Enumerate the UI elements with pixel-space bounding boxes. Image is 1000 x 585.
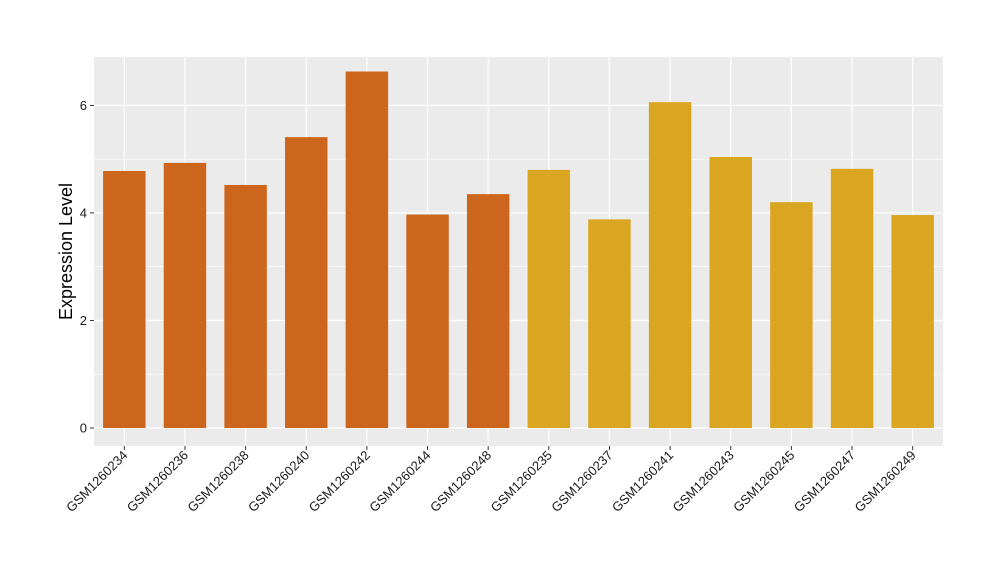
x-tick-label: GSM1260238	[184, 448, 251, 515]
x-tick-label: GSM1260237	[548, 448, 615, 515]
bar-GSM1260240	[285, 137, 328, 428]
bar-GSM1260242	[345, 71, 389, 428]
x-tick-label: GSM1260249	[851, 448, 918, 515]
bar-GSM1260237	[588, 219, 631, 428]
bar-GSM1260248	[466, 194, 510, 428]
x-tick-label: GSM1260235	[488, 448, 555, 515]
y-axis: 0 2 4 6	[80, 98, 94, 436]
bar-GSM1260238	[224, 184, 267, 428]
bar-GSM1260247	[830, 168, 874, 428]
x-tick-label: GSM1260245	[730, 448, 797, 515]
bar-GSM1260244	[406, 214, 449, 428]
y-axis-title: Expression Level	[56, 183, 76, 320]
x-tick-label: GSM1260247	[791, 448, 858, 515]
x-tick-label: GSM1260240	[245, 448, 312, 515]
x-tick-label: GSM1260242	[306, 448, 373, 515]
bar-GSM1260243	[709, 157, 752, 428]
y-tick-label: 0	[80, 421, 87, 436]
x-tick-label: GSM1260248	[427, 448, 494, 515]
x-tick-label: GSM1260234	[63, 448, 130, 515]
x-tick-label: GSM1260243	[670, 448, 737, 515]
y-tick-label: 2	[80, 313, 87, 328]
bar-GSM1260249	[891, 215, 934, 428]
bar-GSM1260235	[527, 169, 571, 429]
y-tick-label: 4	[80, 205, 87, 220]
bars	[103, 71, 934, 429]
x-tick-label: GSM1260244	[366, 448, 433, 515]
bar-GSM1260245	[770, 202, 813, 428]
bar-GSM1260236	[163, 162, 207, 428]
bar-GSM1260234	[103, 170, 146, 428]
y-tick-label: 6	[80, 98, 87, 113]
bar-GSM1260241	[648, 102, 692, 428]
plot-panel	[94, 57, 943, 446]
x-tick-label: GSM1260241	[609, 448, 676, 515]
x-tick-label: GSM1260236	[124, 448, 191, 515]
x-axis: GSM1260234GSM1260236GSM1260238GSM1260240…	[63, 446, 919, 515]
